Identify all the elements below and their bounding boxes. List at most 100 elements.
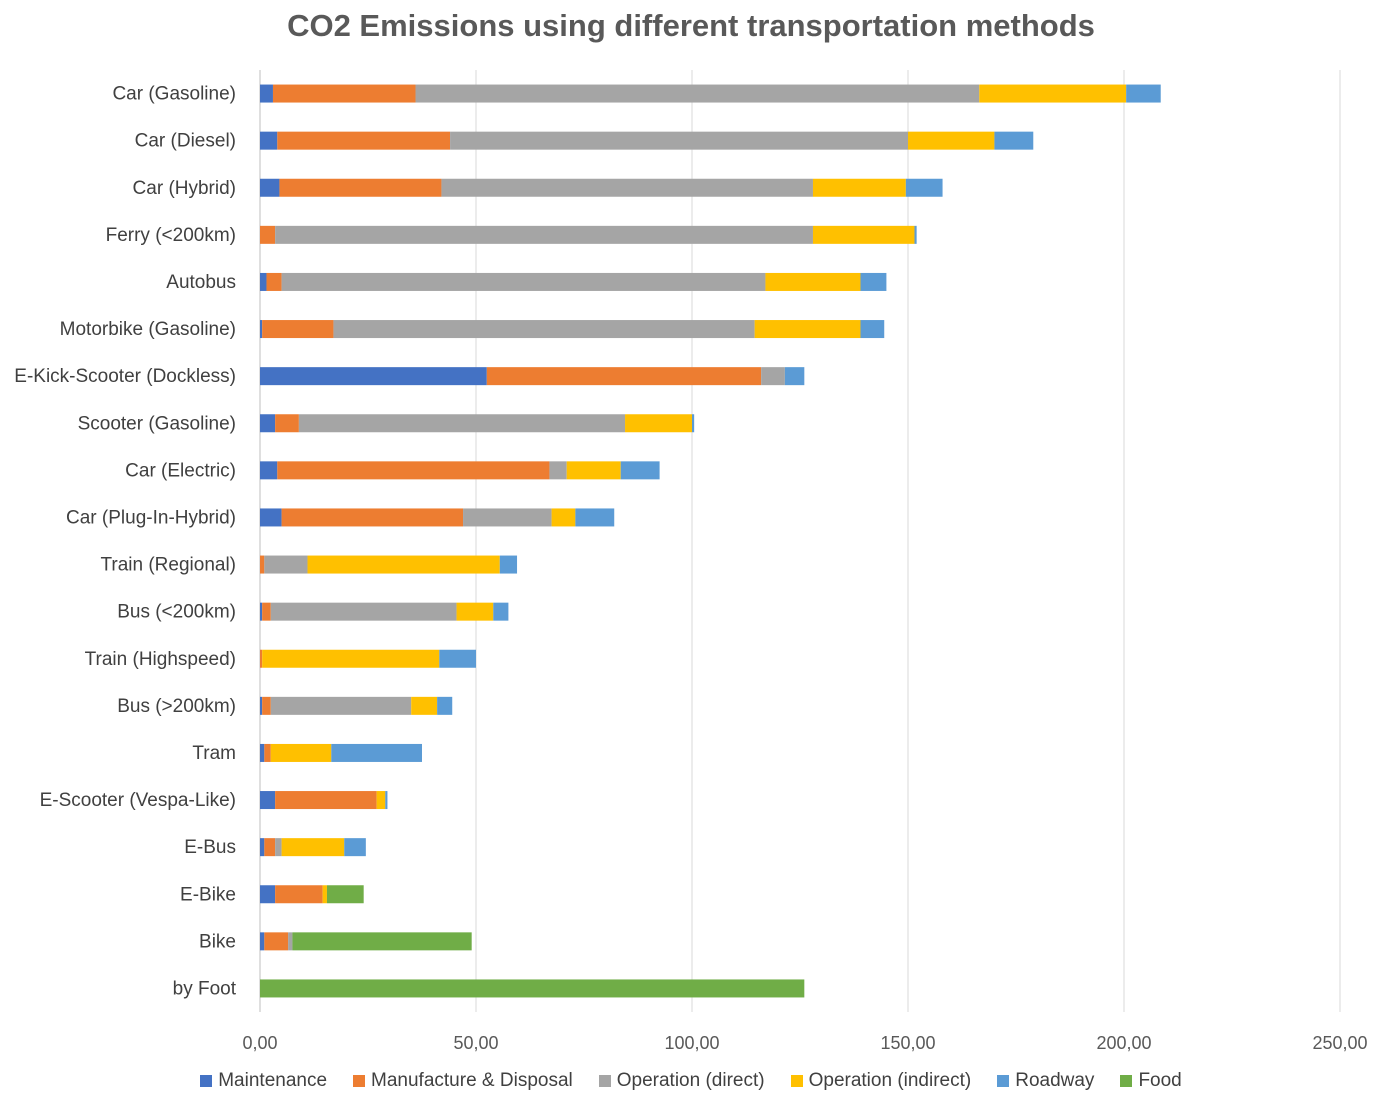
bar-segment <box>344 838 366 857</box>
category-label: Ferry (<200km) <box>106 225 236 246</box>
category-label: Scooter (Gasoline) <box>78 413 236 434</box>
bar-segment <box>260 649 263 668</box>
bar-segment <box>914 225 917 244</box>
bar-segment <box>812 178 906 197</box>
x-tick-label: 150,00 <box>880 1033 935 1053</box>
bar-segment <box>575 508 615 527</box>
category-label: E-Scooter (Vespa-Like) <box>40 790 236 811</box>
category-label: Bus (<200km) <box>117 602 236 623</box>
bar-segment <box>270 696 412 715</box>
chart-title: CO2 Emissions using different transporta… <box>287 8 1095 43</box>
bar-segment <box>549 461 567 480</box>
legend-label: Roadway <box>1015 1070 1095 1091</box>
bar-segment <box>270 602 457 621</box>
legend-swatch <box>997 1075 1010 1087</box>
bar-segment <box>264 932 289 951</box>
bar-segment <box>499 555 518 574</box>
bar-segment <box>620 461 660 480</box>
x-tick-label: 250,00 <box>1312 1033 1367 1053</box>
bar-segment <box>307 555 500 574</box>
bar-segment <box>260 225 276 244</box>
bar-segment <box>275 885 323 904</box>
bar-segment <box>260 272 267 291</box>
bar-segment <box>262 320 334 339</box>
x-tick-label: 0,00 <box>242 1033 277 1053</box>
bar-segment <box>298 414 626 433</box>
legend: Maintenance Manufacture & Disposal Operati… <box>0 1070 1382 1092</box>
category-label: E-Kick-Scooter (Dockless) <box>14 366 236 387</box>
bar-segment <box>994 131 1034 150</box>
bar-segment <box>260 838 265 857</box>
bar-segment <box>376 791 386 810</box>
bar-segment <box>292 932 472 951</box>
category-label: Motorbike (Gasoline) <box>60 319 236 340</box>
bar-segment <box>281 272 766 291</box>
bar-segment <box>260 84 273 103</box>
bar-segment <box>275 791 377 810</box>
category-label: Tram <box>192 743 236 764</box>
bar-segment <box>260 508 282 527</box>
bar-segment <box>260 696 263 715</box>
bar-segment <box>262 696 271 715</box>
bar-segment <box>486 367 762 386</box>
bar-segment <box>275 414 299 433</box>
bar-segment <box>784 367 805 386</box>
category-label: by Foot <box>173 978 237 999</box>
bar-segment <box>260 791 276 810</box>
bar-segment <box>905 178 943 197</box>
bar-segment <box>411 696 438 715</box>
bar-segment <box>456 602 494 621</box>
bar-segment <box>765 272 861 291</box>
bar-segment <box>264 743 271 762</box>
bar-segment <box>275 225 813 244</box>
category-label: Autobus <box>166 272 236 293</box>
x-tick-label: 200,00 <box>1096 1033 1151 1053</box>
bar-segment <box>260 414 276 433</box>
bar-segment <box>908 131 995 150</box>
bar-segment <box>260 461 278 480</box>
bar-segment <box>281 838 345 857</box>
bar-segment <box>860 272 887 291</box>
bar-segment <box>288 932 293 951</box>
category-label: Train (Highspeed) <box>85 649 236 670</box>
category-label: Car (Electric) <box>125 460 236 481</box>
bar-segment <box>260 367 487 386</box>
bar-segment <box>260 932 265 951</box>
legend-swatch <box>200 1075 213 1087</box>
bar-segment <box>260 131 278 150</box>
bar-segment <box>439 649 476 668</box>
legend-swatch <box>790 1075 803 1087</box>
bar-segment <box>812 225 915 244</box>
bar-segment <box>260 320 263 339</box>
legend-item: Maintenance <box>200 1070 327 1092</box>
bar-segment <box>437 696 453 715</box>
bar-segment <box>260 979 805 998</box>
bar-segment <box>277 461 550 480</box>
bar-segment <box>450 131 908 150</box>
legend-item: Manufacture & Disposal <box>353 1070 573 1092</box>
legend-label: Operation (direct) <box>616 1070 765 1091</box>
bar-segment <box>262 602 271 621</box>
legend-item: Roadway <box>997 1070 1094 1092</box>
category-label: Train (Regional) <box>100 555 236 576</box>
bar-segment <box>441 178 813 197</box>
bar-segment <box>754 320 861 339</box>
bar-segment <box>264 838 276 857</box>
bar-segment <box>262 649 440 668</box>
category-label: Car (Diesel) <box>135 131 236 152</box>
bar-segment <box>260 885 276 904</box>
bar-segment <box>692 414 695 433</box>
bar-segment <box>860 320 885 339</box>
x-tick-labels: 0,00 50,00 100,00 150,00 200,00 250,00 <box>242 1033 1367 1053</box>
bar-segment <box>279 178 442 197</box>
category-label: Bike <box>199 931 236 952</box>
bar-segment <box>333 320 755 339</box>
bar-segment <box>260 178 280 197</box>
bar-segment <box>1126 84 1161 103</box>
bar-segment <box>264 555 308 574</box>
bar-segment <box>270 743 332 762</box>
category-label: Car (Hybrid) <box>133 178 236 199</box>
bar-segment <box>260 602 263 621</box>
bar-segment <box>385 791 388 810</box>
legend-swatch <box>598 1075 611 1087</box>
